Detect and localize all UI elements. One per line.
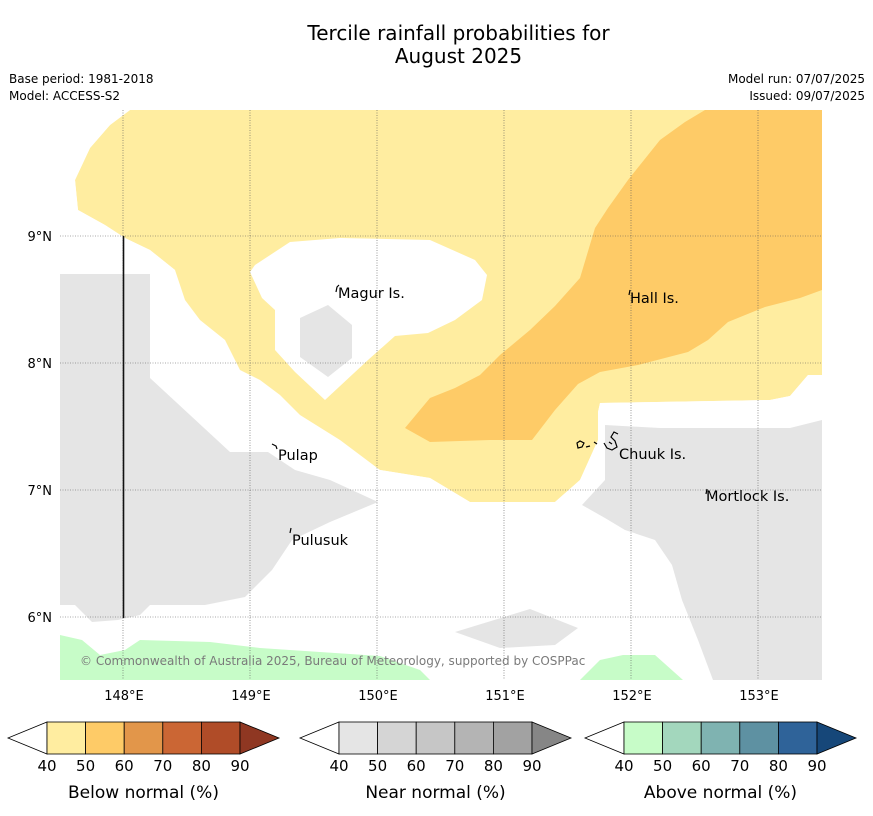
label-hall: Hall Is. (630, 291, 679, 307)
lon-label-150: 150°E (358, 689, 398, 704)
legend-near-tick-70: 70 (445, 757, 464, 775)
legend-below-tick-50: 50 (76, 757, 95, 775)
legend-near-low-extend (298, 721, 340, 755)
legend-near-tick-40: 40 (329, 757, 348, 775)
legend-below: 40 50 60 70 80 90 Below normal (%) (6, 721, 281, 803)
legend-near-tick-80: 80 (484, 757, 503, 775)
label-chuuk: Chuuk Is. (619, 447, 686, 463)
island-pulusuk (289, 527, 292, 534)
legend-near-tick-60: 60 (407, 757, 426, 775)
legend-below-swatch-5 (200, 721, 241, 755)
legend-above-swatch-2 (662, 721, 702, 755)
legend-above-tick-80: 80 (769, 757, 788, 775)
title-line-1: Tercile rainfall probabilities for (307, 21, 610, 45)
island-pulap (271, 443, 278, 450)
legend-above-swatch-4 (739, 721, 779, 755)
legend-near-swatch-5 (492, 721, 533, 755)
label-pulap: Pulap (278, 448, 318, 464)
legend-below-tick-90: 90 (230, 757, 249, 775)
legend-below-tick-40: 40 (37, 757, 56, 775)
region-near-west (60, 274, 378, 622)
legend-below-tick-80: 80 (192, 757, 211, 775)
lon-label-148: 148°E (104, 689, 144, 704)
legend-above-tick-60: 60 (692, 757, 711, 775)
legend-near-swatch-1 (338, 721, 378, 755)
island-hall (628, 289, 631, 296)
island-magur (335, 284, 340, 293)
label-mortlock: Mortlock Is. (706, 489, 789, 505)
lat-label-7: 7°N (28, 484, 53, 499)
legend-above-swatch-5 (778, 721, 818, 755)
copyright-notice: © Commonwealth of Australia 2025, Bureau… (80, 654, 585, 668)
lat-label-8: 8°N (28, 357, 53, 372)
legend-above-low-extend (583, 721, 625, 755)
legend-near-swatch-3 (415, 721, 456, 755)
region-below-50-60 (405, 110, 822, 442)
legend-above-tick-70: 70 (730, 757, 749, 775)
legend-above-title: Above normal (%) (644, 783, 797, 803)
island-chuuk-lagoon (576, 431, 619, 451)
legend-above: 40 50 60 70 80 90 Above normal (%) (583, 721, 858, 803)
region-near-mid (300, 305, 352, 377)
legend-near-swatch-4 (454, 721, 494, 755)
legend-near-title: Near normal (%) (365, 783, 505, 803)
lon-label-151: 151°E (485, 689, 525, 704)
legend-above-high-extend (816, 721, 858, 755)
legend-near-tick-50: 50 (368, 757, 387, 775)
label-magur: Magur Is. (338, 286, 405, 302)
base-period: Base period: 1981-2018 (9, 72, 154, 86)
legend-near: 40 50 60 70 80 90 Near normal (%) (298, 721, 573, 803)
model-run: Model run: 07/07/2025 (727, 72, 865, 86)
map-title: Tercile rainfall probabilities for Augus… (0, 22, 873, 68)
lon-label-149: 149°E (231, 689, 271, 704)
legend-below-swatch-1 (46, 721, 86, 755)
legend-above-tick-40: 40 (614, 757, 633, 775)
legend-near-high-extend (531, 721, 573, 755)
title-line-2: August 2025 (394, 44, 523, 68)
legend-below-tick-70: 70 (153, 757, 172, 775)
lat-label-9: 9°N (28, 230, 53, 245)
legend-below-title: Below normal (%) (68, 783, 219, 803)
lat-label-6: 6°N (28, 611, 53, 626)
meta-right: Model run: 07/07/2025 Issued: 09/07/2025 (728, 71, 865, 105)
region-above-southeast (580, 655, 683, 680)
lon-label-153: 153°E (739, 689, 779, 704)
region-near-east (582, 420, 822, 680)
legend-below-swatch-4 (162, 721, 202, 755)
meta-left: Base period: 1981-2018 Model: ACCESS-S2 (9, 71, 154, 105)
legend-near-tick-90: 90 (522, 757, 541, 775)
legend-group: 40 50 60 70 80 90 Below normal (%) 40 50 60 70 80 90… (6, 721, 858, 803)
legend-above-swatch-3 (700, 721, 741, 755)
island-mortlock (705, 488, 708, 495)
legend-below-swatch-3 (123, 721, 164, 755)
legend-below-high-extend (239, 721, 281, 755)
legend-above-tick-90: 90 (807, 757, 826, 775)
islands (271, 284, 708, 534)
model-name: Model: ACCESS-S2 (9, 89, 121, 103)
issued-date: Issued: 09/07/2025 (749, 89, 865, 103)
region-near-south (455, 609, 578, 648)
legend-below-low-extend (6, 721, 48, 755)
label-pulusuk: Pulusuk (292, 533, 349, 549)
legend-below-tick-60: 60 (115, 757, 134, 775)
map-panel (60, 110, 822, 680)
legend-near-swatch-2 (377, 721, 417, 755)
legend-above-tick-50: 50 (653, 757, 672, 775)
legend-below-swatch-2 (85, 721, 125, 755)
legend-above-swatch-1 (623, 721, 663, 755)
region-above-southwest (60, 635, 430, 680)
lon-label-152: 152°E (612, 689, 652, 704)
